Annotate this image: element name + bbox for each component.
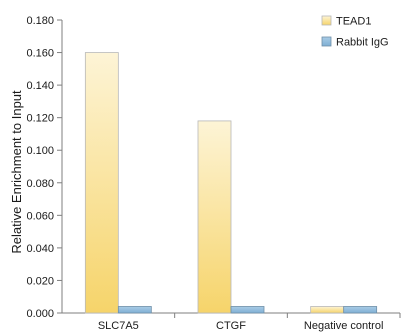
y-tick-label: 0.060 [26, 210, 54, 222]
y-tick-label: 0.180 [26, 15, 54, 27]
legend-label: Rabbit IgG [336, 37, 389, 49]
y-tick-label: 0.040 [26, 243, 54, 255]
y-tick-label: 0.160 [26, 48, 54, 60]
y-axis-title: Relative Enrichment to Input [9, 90, 24, 254]
bars [84, 52, 378, 314]
bar-rabbit-igg-negative-control [343, 306, 378, 314]
y-tick-label: 0.120 [26, 113, 54, 125]
bar-rabbit-igg-slc7a5 [117, 306, 152, 314]
x-category-label: SLC7A5 [98, 320, 139, 332]
y-tick-label: 0.080 [26, 178, 54, 190]
legend-swatch [321, 36, 332, 47]
y-tick-label: 0.000 [26, 308, 54, 320]
y-tick-label: 0.100 [26, 145, 54, 157]
bar-rabbit-igg-ctgf [230, 306, 265, 314]
legend-swatch [321, 15, 332, 26]
y-tick-label: 0.140 [26, 80, 54, 92]
legend: TEAD1 Rabbit IgG [321, 15, 389, 49]
bar-tead1-ctgf [197, 120, 232, 314]
bar-tead1-negative-control [310, 306, 345, 314]
y-tick-label: 0.020 [26, 275, 54, 287]
y-tick-labels: 0.000 0.020 0.040 0.060 0.080 0.100 0.120 0.140… [26, 15, 54, 320]
x-category-labels: SLC7A5 CTGF Negative control [98, 320, 384, 332]
x-category-label: Negative control [304, 320, 384, 332]
x-category-label: CTGF [216, 320, 246, 332]
legend-label: TEAD1 [336, 16, 371, 28]
bar-tead1-slc7a5 [84, 52, 119, 314]
